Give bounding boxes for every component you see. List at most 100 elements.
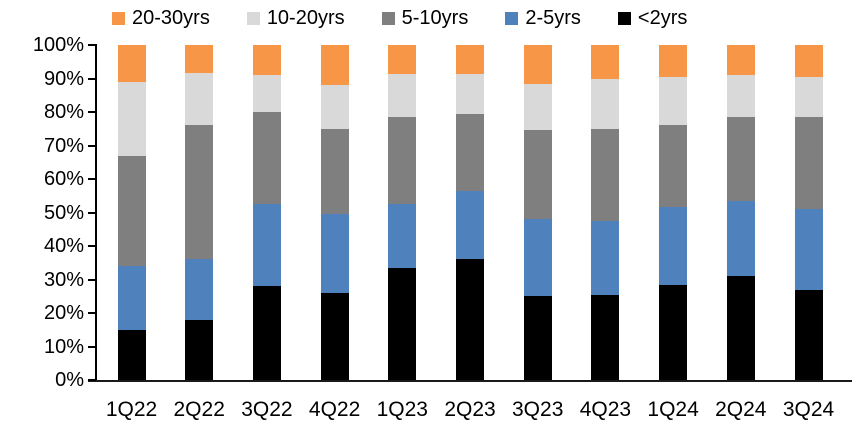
bar-segment-5-10yrs xyxy=(320,128,349,215)
x-axis xyxy=(88,380,852,382)
legend-label: 20-30yrs xyxy=(132,7,210,29)
bar-segment-5-10yrs xyxy=(659,125,688,208)
bar-segment-<2yrs xyxy=(388,267,417,380)
bar-segment-5-10yrs xyxy=(523,130,552,220)
y-tick xyxy=(88,111,96,113)
bar-segment-20-30yrs xyxy=(320,45,349,86)
y-tick-label: 60% xyxy=(43,168,84,190)
bar-segment-10-20yrs xyxy=(388,73,417,118)
y-tick xyxy=(88,312,96,314)
y-tick-label: 0% xyxy=(55,369,84,391)
y-tick-label: 50% xyxy=(43,201,84,224)
bar-segment-<2yrs xyxy=(117,329,146,380)
bar-segment-10-20yrs xyxy=(252,75,281,113)
bar-segment-5-10yrs xyxy=(591,128,620,221)
legend-swatch-icon xyxy=(617,11,631,25)
x-tick-label: 4Q23 xyxy=(579,398,632,421)
legend-swatch-icon xyxy=(112,11,125,25)
bar-segment-20-30yrs xyxy=(794,45,823,77)
bar-1Q24 xyxy=(659,45,688,380)
x-tick-label: 2Q22 xyxy=(173,398,225,421)
x-tick-label: 2Q23 xyxy=(444,398,496,421)
y-tick-label: 40% xyxy=(43,235,84,257)
bar-4Q23 xyxy=(591,45,620,380)
x-tick-label: 2Q24 xyxy=(715,398,767,421)
bar-segment-20-30yrs xyxy=(185,45,214,74)
bar-2Q24 xyxy=(726,45,755,380)
y-tick-label: 20% xyxy=(43,302,84,324)
bar-segment-<2yrs xyxy=(185,319,214,380)
bar-1Q23 xyxy=(388,45,417,380)
x-tick-label: 3Q23 xyxy=(512,398,564,421)
bar-segment-10-20yrs xyxy=(591,78,620,129)
bar-segment-2-5yrs xyxy=(794,209,823,290)
plot-area xyxy=(97,45,852,380)
bar-2Q23 xyxy=(456,45,484,380)
y-tick xyxy=(88,178,96,180)
bar-segment-2-5yrs xyxy=(320,214,349,293)
x-tick-label: 1Q24 xyxy=(647,398,699,421)
legend-swatch-icon xyxy=(381,11,395,25)
bar-segment-5-10yrs xyxy=(388,117,417,205)
y-tick-label: 10% xyxy=(43,335,84,358)
bar-3Q24 xyxy=(794,45,823,380)
legend-swatch-icon xyxy=(505,11,519,25)
y-tick xyxy=(88,77,96,80)
bar-segment-20-30yrs xyxy=(726,45,755,76)
bar-segment-2-5yrs xyxy=(252,204,281,287)
bar-segment-<2yrs xyxy=(320,292,349,380)
legend-item: <2yrs xyxy=(617,8,687,28)
legend-item: 10-20yrs xyxy=(246,7,345,29)
y-tick xyxy=(88,245,96,247)
bar-segment-20-30yrs xyxy=(117,45,146,82)
legend-swatch-icon xyxy=(246,11,260,25)
bar-segment-10-20yrs xyxy=(794,76,823,118)
legend-item: 20-30yrs xyxy=(112,8,210,28)
bar-segment-20-30yrs xyxy=(523,45,552,84)
legend-item: 2-5yrs xyxy=(505,8,581,28)
bar-segment-10-20yrs xyxy=(185,73,214,126)
bar-1Q22 xyxy=(117,45,146,380)
bar-segment-<2yrs xyxy=(794,289,823,380)
x-tick-label: 3Q24 xyxy=(782,398,835,421)
bar-segment-20-30yrs xyxy=(591,45,620,79)
bar-segment-<2yrs xyxy=(523,296,552,380)
bar-segment-<2yrs xyxy=(252,286,281,380)
y-tick-label: 80% xyxy=(43,101,84,123)
bar-segment-10-20yrs xyxy=(117,81,146,156)
y-tick-label: 90% xyxy=(43,67,84,90)
x-tick-label: 4Q22 xyxy=(308,398,361,421)
bar-4Q22 xyxy=(320,45,349,380)
bar-segment-5-10yrs xyxy=(185,125,214,260)
bar-segment-5-10yrs xyxy=(726,117,755,201)
bar-segment-2-5yrs xyxy=(591,220,620,295)
y-tick xyxy=(88,278,96,281)
bar-2Q22 xyxy=(185,45,214,380)
bar-segment-10-20yrs xyxy=(456,73,484,114)
bar-segment-5-10yrs xyxy=(117,155,146,267)
bar-segment-<2yrs xyxy=(456,259,484,380)
bar-segment-5-10yrs xyxy=(794,117,823,210)
bar-segment-20-30yrs xyxy=(659,45,688,77)
bar-segment-2-5yrs xyxy=(523,219,552,297)
bar-segment-10-20yrs xyxy=(726,75,755,118)
bar-segment-2-5yrs xyxy=(456,190,484,260)
bar-segment-2-5yrs xyxy=(726,200,755,277)
legend-label: 10-20yrs xyxy=(266,7,345,29)
legend-item: 5-10yrs xyxy=(381,8,468,28)
bar-segment-2-5yrs xyxy=(185,259,214,320)
x-tick-label: 3Q22 xyxy=(241,398,293,421)
bar-segment-10-20yrs xyxy=(523,83,552,131)
bar-segment-20-30yrs xyxy=(252,45,281,76)
bar-segment-<2yrs xyxy=(659,284,688,380)
bar-segment-20-30yrs xyxy=(388,45,417,74)
bar-segment-2-5yrs xyxy=(117,266,146,330)
bar-3Q23 xyxy=(523,45,552,380)
x-tick-label: 1Q23 xyxy=(376,398,428,421)
bar-segment-20-30yrs xyxy=(456,45,484,74)
legend-label: 2-5yrs xyxy=(525,7,581,29)
y-axis xyxy=(95,44,97,382)
y-tick-label: 30% xyxy=(43,268,84,291)
bar-segment-2-5yrs xyxy=(659,207,688,285)
